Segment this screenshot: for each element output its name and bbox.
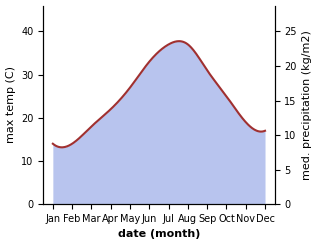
Y-axis label: max temp (C): max temp (C) — [5, 66, 16, 143]
Y-axis label: med. precipitation (kg/m2): med. precipitation (kg/m2) — [302, 30, 313, 180]
X-axis label: date (month): date (month) — [118, 230, 200, 239]
